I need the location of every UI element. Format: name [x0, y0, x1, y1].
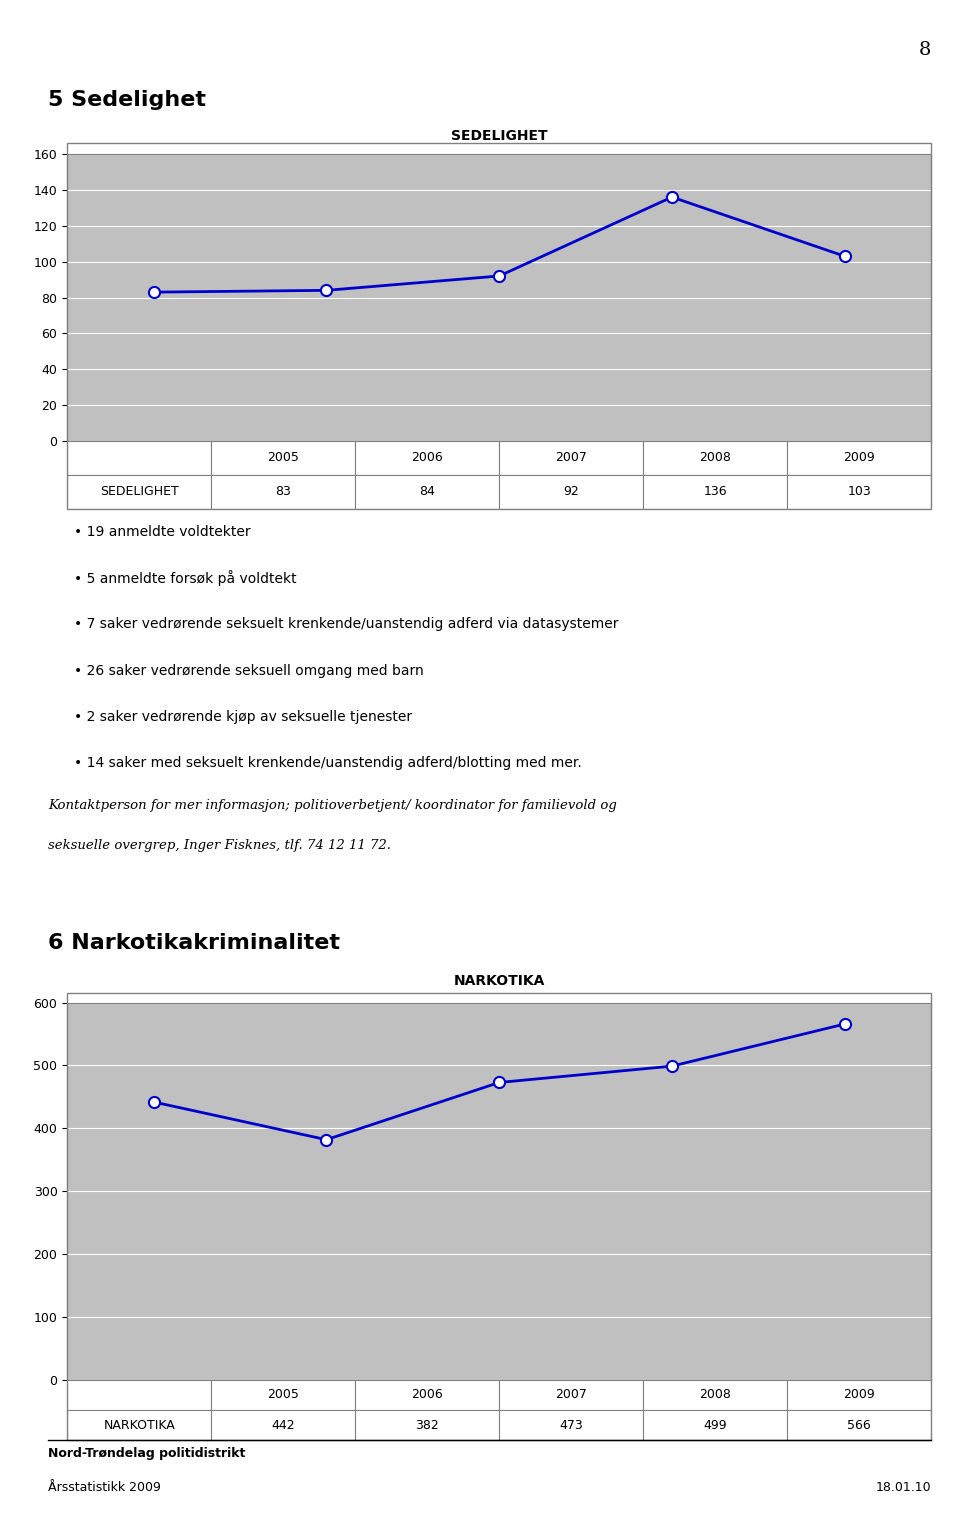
- Text: 6 Narkotikakriminalitet: 6 Narkotikakriminalitet: [48, 933, 340, 953]
- Bar: [211, 1381, 355, 1410]
- Text: 2009: 2009: [843, 1388, 876, 1402]
- Text: 2005: 2005: [267, 451, 300, 465]
- Text: Kontaktperson for mer informasjon; politioverbetjent/ koordinator for familievol: Kontaktperson for mer informasjon; polit…: [48, 799, 617, 811]
- Text: 2009: 2009: [843, 451, 876, 465]
- Text: • 7 saker vedrørende seksuelt krenkende/uanstendig adferd via datasystemer: • 7 saker vedrørende seksuelt krenkende/…: [75, 617, 619, 632]
- Text: 103: 103: [848, 485, 871, 499]
- Text: 2005: 2005: [267, 1388, 300, 1402]
- Text: 499: 499: [704, 1419, 727, 1431]
- Bar: [67, 440, 211, 476]
- Bar: [643, 440, 787, 476]
- Bar: [211, 476, 355, 509]
- Bar: [643, 1381, 787, 1410]
- Bar: [67, 1381, 211, 1410]
- Text: Nord-Trøndelag politidistrikt: Nord-Trøndelag politidistrikt: [48, 1447, 246, 1460]
- Bar: [787, 476, 931, 509]
- Bar: [787, 440, 931, 476]
- Text: 8: 8: [919, 40, 931, 58]
- Text: NARKOTIKA: NARKOTIKA: [104, 1419, 175, 1431]
- Bar: [211, 440, 355, 476]
- Text: 2008: 2008: [699, 451, 732, 465]
- Text: 2007: 2007: [555, 451, 588, 465]
- Bar: [355, 1381, 499, 1410]
- Bar: [211, 1410, 355, 1440]
- Bar: [643, 476, 787, 509]
- Bar: [67, 1410, 211, 1440]
- Text: • 19 anmeldte voldtekter: • 19 anmeldte voldtekter: [75, 525, 252, 538]
- Text: 473: 473: [560, 1419, 583, 1431]
- Text: 5 Sedelighet: 5 Sedelighet: [48, 91, 206, 110]
- Bar: [499, 1410, 643, 1440]
- Text: 136: 136: [704, 485, 727, 499]
- Text: SEDELIGHET: SEDELIGHET: [100, 485, 179, 499]
- Bar: [787, 1410, 931, 1440]
- Text: 18.01.10: 18.01.10: [876, 1482, 931, 1494]
- Text: 83: 83: [276, 485, 291, 499]
- Text: 2006: 2006: [411, 1388, 444, 1402]
- Bar: [499, 1381, 643, 1410]
- Text: 382: 382: [416, 1419, 439, 1431]
- Text: SEDELIGHET: SEDELIGHET: [451, 129, 547, 143]
- Text: 442: 442: [272, 1419, 295, 1431]
- Text: 92: 92: [564, 485, 579, 499]
- Text: • 2 saker vedrørende kjøp av seksuelle tjenester: • 2 saker vedrørende kjøp av seksuelle t…: [75, 710, 413, 724]
- Bar: [67, 476, 211, 509]
- Text: • 5 anmeldte forsøk på voldtekt: • 5 anmeldte forsøk på voldtekt: [75, 571, 298, 586]
- Text: seksuelle overgrep, Inger Fisknes, tlf. 74 12 11 72.: seksuelle overgrep, Inger Fisknes, tlf. …: [48, 839, 391, 851]
- Bar: [355, 1410, 499, 1440]
- Bar: [355, 476, 499, 509]
- Bar: [355, 440, 499, 476]
- Bar: [499, 440, 643, 476]
- Text: 2007: 2007: [555, 1388, 588, 1402]
- Bar: [643, 1410, 787, 1440]
- Text: 2008: 2008: [699, 1388, 732, 1402]
- Text: 2006: 2006: [411, 451, 444, 465]
- Bar: [787, 1381, 931, 1410]
- Text: • 14 saker med seksuelt krenkende/uanstendig adferd/blotting med mer.: • 14 saker med seksuelt krenkende/uanste…: [75, 756, 583, 770]
- Bar: [499, 476, 643, 509]
- Text: NARKOTIKA: NARKOTIKA: [453, 974, 545, 988]
- Text: 84: 84: [420, 485, 435, 499]
- Text: • 26 saker vedrørende seksuell omgang med barn: • 26 saker vedrørende seksuell omgang me…: [75, 664, 424, 678]
- Text: 566: 566: [848, 1419, 871, 1431]
- Text: Årsstatistikk 2009: Årsstatistikk 2009: [48, 1482, 161, 1494]
